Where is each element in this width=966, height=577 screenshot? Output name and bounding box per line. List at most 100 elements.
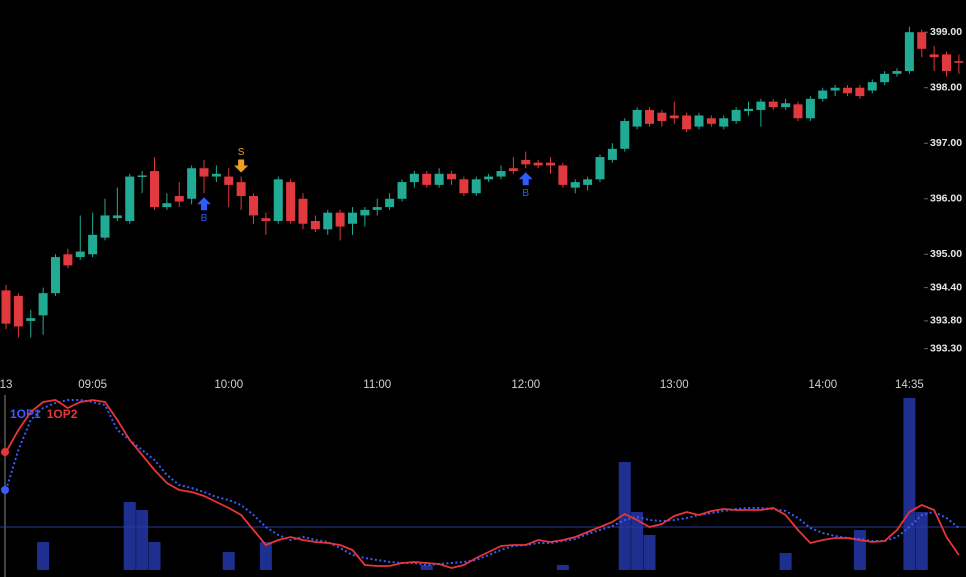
bar <box>222 552 235 570</box>
bar <box>259 542 272 570</box>
candle-body <box>150 171 159 208</box>
x-tick-label: 12:00 <box>511 379 540 391</box>
candle-body <box>719 118 729 127</box>
candle-body <box>187 168 197 199</box>
legend-label: 1OP2 <box>47 407 78 421</box>
candle-body <box>174 195 184 202</box>
y-tick-label: 399.00 <box>930 26 962 38</box>
candle-body <box>892 71 902 74</box>
bar <box>420 565 433 570</box>
candle-body <box>249 195 258 216</box>
y-tick-label: 397.00 <box>930 137 962 149</box>
candle-body <box>855 87 865 97</box>
candle-body <box>137 175 147 177</box>
candle-body <box>942 54 951 72</box>
candle-body <box>224 176 234 185</box>
bar <box>37 542 50 570</box>
start-dot <box>1 486 9 494</box>
candle-body <box>1 290 11 324</box>
bar <box>853 530 866 570</box>
candle-body <box>26 318 36 321</box>
sell-arrow <box>234 159 249 173</box>
candle-body <box>335 212 345 227</box>
x-tick-label: 13:00 <box>660 379 689 391</box>
candle-body <box>607 148 617 160</box>
bar <box>148 542 161 570</box>
candle-body <box>805 98 815 119</box>
x-tick-label: 13 <box>0 379 12 391</box>
bar <box>556 565 569 570</box>
candle-body <box>521 159 531 165</box>
y-tick-label: 393.80 <box>930 315 962 327</box>
candle-body <box>706 118 716 124</box>
candle-body <box>323 212 333 230</box>
candle-body <box>830 87 840 91</box>
candle-body <box>38 293 48 316</box>
candle-body <box>818 90 828 99</box>
candle-body <box>236 182 246 196</box>
candle-body <box>51 257 60 294</box>
candle-body <box>508 168 518 172</box>
candle-body <box>929 54 939 58</box>
start-dot <box>1 448 9 456</box>
candle-body <box>211 173 221 177</box>
candle-body <box>756 101 766 110</box>
candle-body <box>385 198 395 208</box>
candle-body <box>100 215 110 238</box>
candle-body <box>261 218 271 221</box>
candle-body <box>162 203 172 208</box>
candle-body <box>867 82 877 91</box>
x-tick-label: 09:05 <box>78 379 107 391</box>
bar <box>903 398 916 570</box>
buy-arrow <box>518 172 533 186</box>
candle-body <box>583 179 593 185</box>
candle-body <box>496 171 506 177</box>
bar <box>915 512 928 570</box>
signal-label: B <box>201 213 208 224</box>
candle-body <box>75 251 85 258</box>
x-tick-label: 11:00 <box>363 379 391 391</box>
bar <box>779 553 792 570</box>
candle-body <box>13 295 23 327</box>
candle-body <box>682 115 692 130</box>
candle-body <box>694 115 704 127</box>
candle-body <box>298 198 308 224</box>
candle-body <box>273 179 283 221</box>
candle-body <box>558 165 568 185</box>
candle-body <box>310 220 320 230</box>
candle-body <box>595 157 605 180</box>
candle-body <box>447 173 456 180</box>
candle-body <box>533 162 543 166</box>
candle-body <box>570 182 580 188</box>
candle-body <box>954 61 964 63</box>
candle-body <box>372 207 382 210</box>
candle-body <box>904 32 914 72</box>
candle-body <box>459 179 469 194</box>
y-tick-label: 393.30 <box>930 342 962 354</box>
x-tick-label: 14:35 <box>895 379 924 391</box>
bar <box>123 502 136 570</box>
candle-body <box>843 87 852 94</box>
x-tick-label: 10:00 <box>214 379 243 391</box>
candle-body <box>657 112 667 122</box>
candle-body <box>286 182 296 221</box>
candle-body <box>471 179 481 194</box>
candle-body <box>360 209 370 216</box>
candle-body <box>125 176 135 221</box>
indicator-line <box>5 399 960 567</box>
bar <box>643 535 656 570</box>
candle-body <box>632 109 642 127</box>
y-tick-label: 394.40 <box>930 281 962 293</box>
candle-body <box>348 212 357 224</box>
y-tick-label: 395.00 <box>930 248 962 260</box>
buy-arrow <box>197 197 211 211</box>
y-tick-label: 398.00 <box>930 82 962 94</box>
candle-body <box>546 162 555 166</box>
candle-body <box>397 182 407 199</box>
candle-body <box>422 173 432 185</box>
bar <box>136 510 149 570</box>
candle-body <box>409 173 419 183</box>
indicator-line <box>5 399 960 569</box>
